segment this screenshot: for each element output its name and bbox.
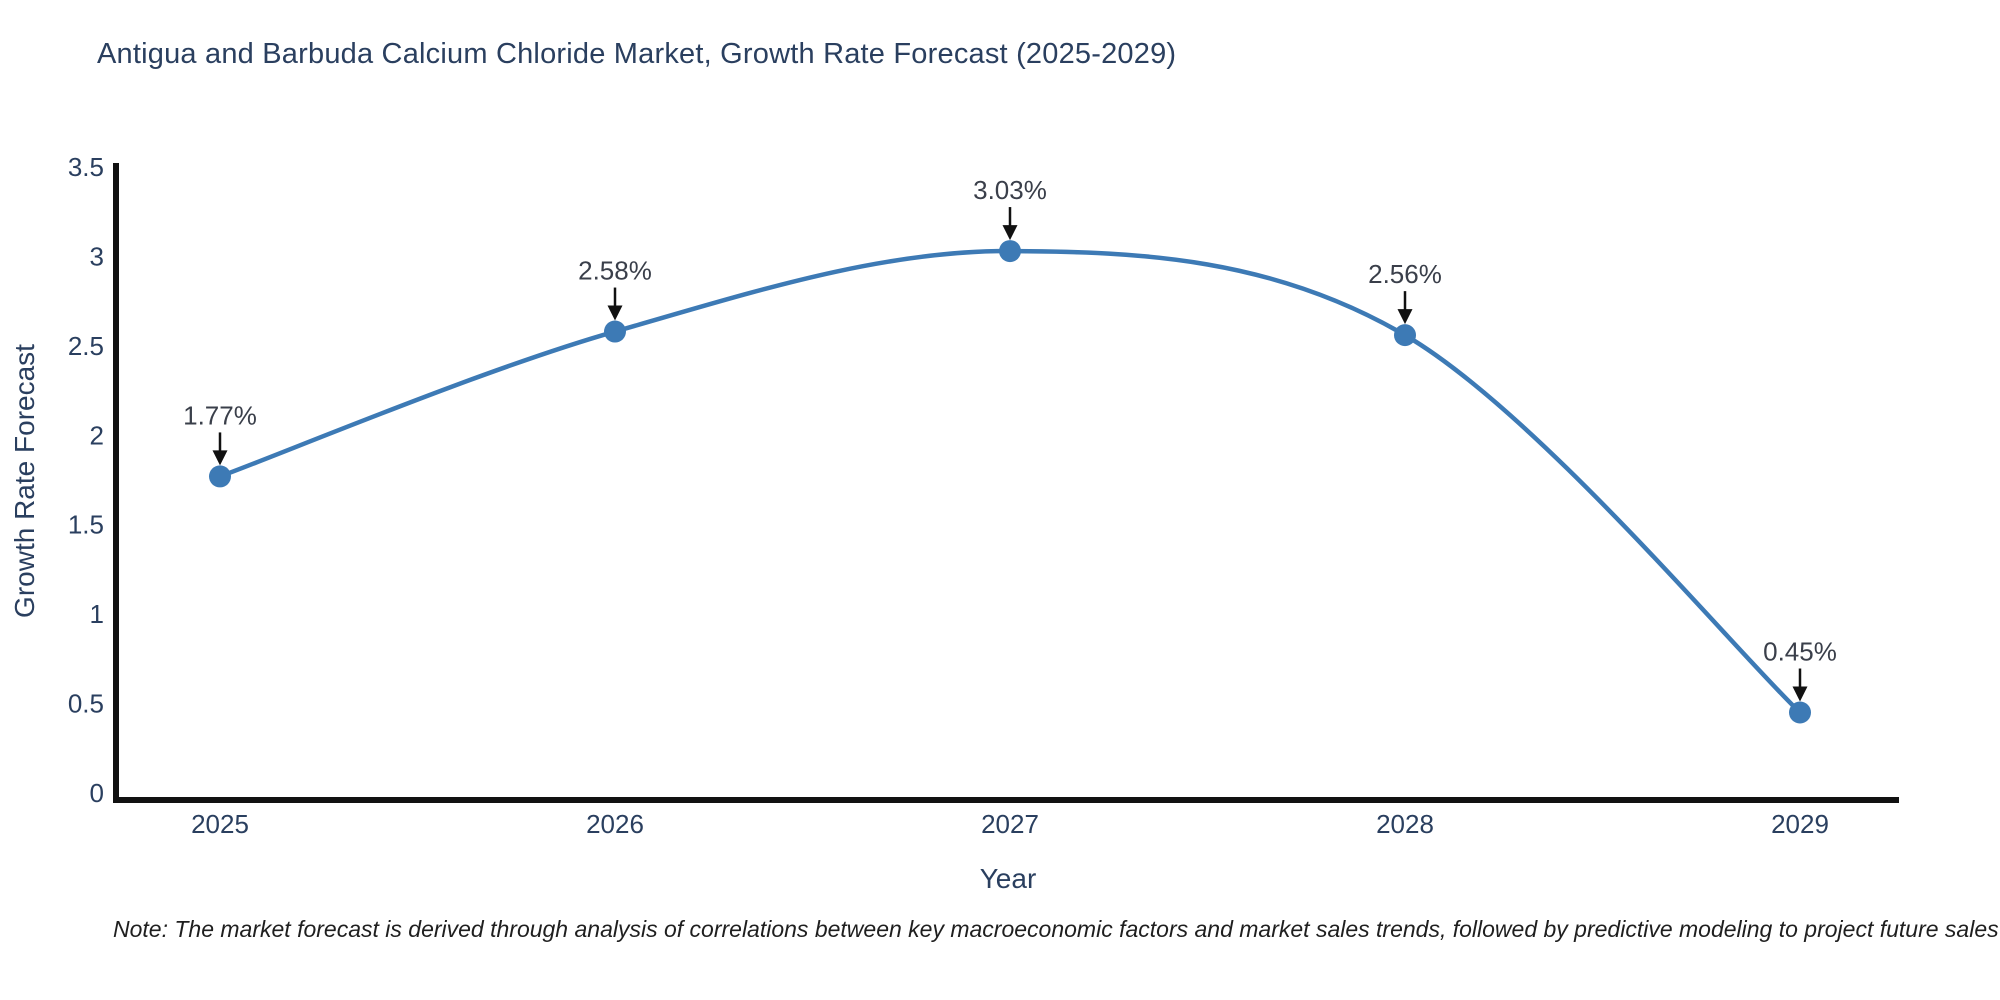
annotation-arrowhead-icon <box>1792 686 1808 702</box>
annotation-arrowhead-icon <box>1002 225 1018 241</box>
data-series <box>209 240 1811 724</box>
footnote: Note: The market forecast is derived thr… <box>113 916 1999 942</box>
y-tick-label: 2.5 <box>68 331 104 361</box>
data-point-2026[interactable] <box>604 320 626 343</box>
y-axis-title: Growth Rate Forecast <box>9 344 40 618</box>
y-tick-label: 0.5 <box>68 689 104 719</box>
y-axis-tick-labels: 0 0.5 1 1.5 2 2.5 3 3.5 <box>68 152 104 808</box>
y-tick-label: 3.5 <box>68 152 104 182</box>
annotation-arrowhead-icon <box>1397 309 1413 325</box>
x-tick-label: 2027 <box>981 809 1039 839</box>
y-tick-label: 2 <box>90 420 104 450</box>
x-tick-label: 2029 <box>1771 809 1829 839</box>
annotation-arrowhead-icon <box>607 305 623 321</box>
trend-line <box>217 248 1803 715</box>
y-tick-label: 1 <box>90 599 104 629</box>
point-annotation-label: 3.03% <box>973 175 1047 205</box>
data-point-2029[interactable] <box>1789 701 1811 724</box>
x-tick-label: 2026 <box>586 809 644 839</box>
y-tick-label: 0 <box>90 778 104 808</box>
data-point-2027[interactable] <box>999 240 1021 263</box>
point-annotation-label: 1.77% <box>183 400 257 430</box>
axis-lines <box>113 163 1899 803</box>
data-point-2028[interactable] <box>1394 324 1416 347</box>
y-tick-label: 1.5 <box>68 510 104 540</box>
y-tick-label: 3 <box>90 241 104 271</box>
point-annotation-label: 2.56% <box>1368 259 1442 289</box>
point-annotation-label: 0.45% <box>1763 637 1837 667</box>
point-annotations: 1.77% 2.58% 3.03% 2.56% 0.45% <box>183 175 1837 702</box>
chart-title: Antigua and Barbuda Calcium Chloride Mar… <box>97 38 1177 70</box>
x-axis-tick-labels: 2025 2026 2027 2028 2029 <box>191 809 1829 839</box>
annotation-arrowhead-icon <box>212 450 228 466</box>
x-tick-label: 2025 <box>191 809 249 839</box>
point-annotation-label: 2.58% <box>578 256 652 286</box>
x-tick-label: 2028 <box>1376 809 1434 839</box>
data-point-2025[interactable] <box>209 465 231 488</box>
x-axis-title: Year <box>980 863 1037 894</box>
